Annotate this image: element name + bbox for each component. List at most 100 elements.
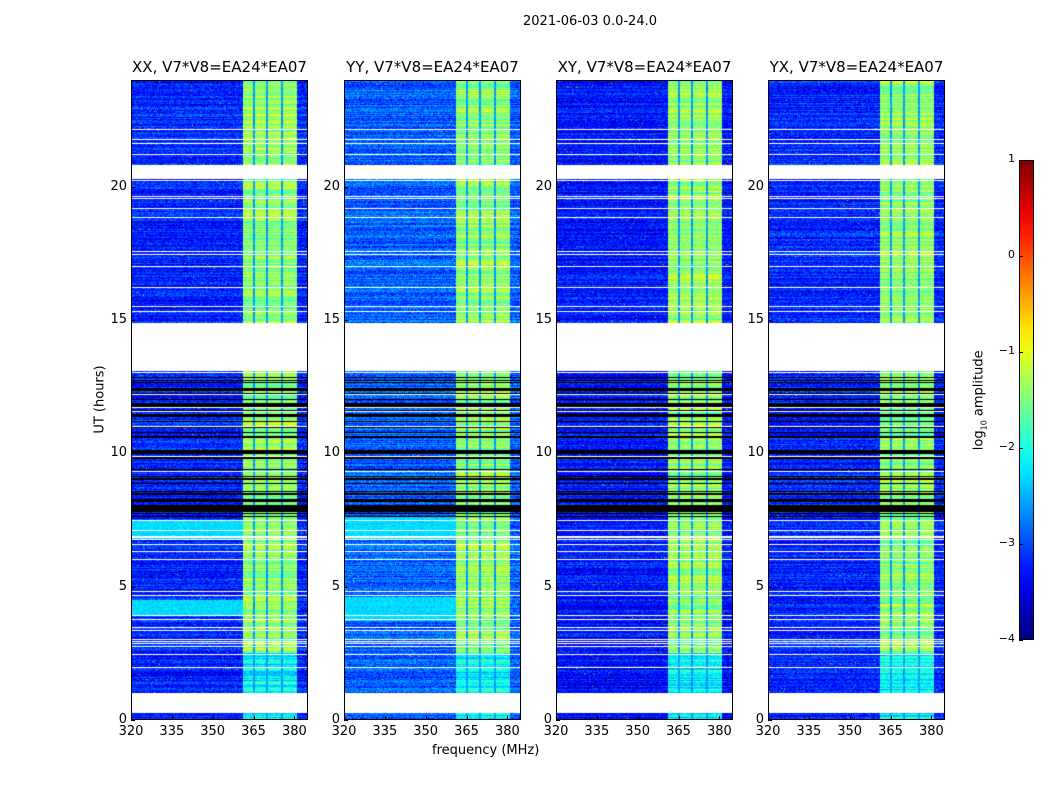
figure-title: 2021-06-03 0.0-24.0 [523, 14, 657, 29]
colorbar-tick [1019, 352, 1023, 353]
x-tick-label: 350 [837, 724, 863, 739]
y-tick-label: 0 [331, 712, 340, 727]
x-tick-label: 335 [159, 724, 185, 739]
y-axis-label: UT (hours) [92, 365, 108, 434]
colorbar-tick [1019, 160, 1023, 161]
x-tick [344, 716, 345, 720]
waterfall-panel-3: YX, V7*V8=EA24*EA07 [768, 58, 945, 720]
colorbar-tick [1019, 448, 1023, 449]
waterfall-panel-1: YY, V7*V8=EA24*EA07 [344, 58, 521, 720]
waterfall-panel-2: XY, V7*V8=EA24*EA07 [556, 58, 733, 720]
x-tick [719, 716, 721, 720]
y-tick [768, 586, 772, 588]
y-tick-label: 0 [755, 712, 764, 727]
x-tick [931, 716, 933, 720]
y-tick [344, 320, 348, 321]
y-tick-label: 10 [747, 445, 764, 461]
x-tick-label: 350 [200, 724, 226, 739]
x-tick [890, 716, 892, 720]
x-tick [556, 716, 557, 720]
colorbar-tick [1019, 544, 1023, 545]
panel-title: YX, V7*V8=EA24*EA07 [769, 58, 944, 76]
x-tick-label: 365 [666, 724, 691, 739]
y-tick-label: 15 [110, 312, 127, 327]
x-tick-label: 365 [241, 724, 266, 739]
y-tick-label: 5 [118, 578, 127, 594]
colorbar [1019, 160, 1034, 640]
x-tick [808, 716, 810, 720]
y-tick-label: 5 [331, 578, 340, 594]
waterfall-panel-0: XX, V7*V8=EA24*EA07 [131, 58, 308, 720]
x-tick [384, 716, 386, 720]
y-tick [556, 720, 560, 721]
x-tick-label: 320 [755, 724, 781, 739]
x-tick [678, 716, 680, 720]
heatmap-image [556, 80, 733, 720]
y-tick-label: 10 [323, 445, 340, 461]
colorbar-tick-label: −1 [998, 344, 1015, 357]
y-tick-label: 15 [323, 312, 340, 327]
x-tick-label: 320 [331, 724, 357, 739]
x-tick-label: 380 [918, 724, 944, 739]
x-tick-label: 350 [413, 724, 439, 739]
y-tick [131, 720, 135, 721]
x-tick-label: 365 [454, 724, 479, 739]
colorbar-tick-label: −4 [998, 632, 1015, 645]
y-tick-label: 0 [118, 712, 127, 727]
y-tick [768, 320, 772, 321]
x-tick-label: 320 [118, 724, 144, 739]
y-tick [344, 453, 348, 455]
x-tick [171, 716, 173, 720]
x-tick-label: 380 [494, 724, 520, 739]
heatmap-image [131, 80, 308, 720]
y-tick-label: 20 [110, 178, 127, 194]
x-tick [466, 716, 468, 720]
y-tick-label: 15 [535, 312, 552, 327]
x-tick-label: 335 [372, 724, 398, 739]
y-tick-label: 5 [755, 578, 764, 594]
x-axis-label: frequency (MHz) [432, 743, 540, 758]
x-tick [637, 716, 639, 720]
y-tick-label: 20 [323, 178, 340, 194]
x-tick [849, 716, 851, 720]
y-tick [556, 186, 560, 188]
y-tick-label: 20 [747, 178, 764, 194]
x-tick-label: 380 [706, 724, 732, 739]
heatmap-image [344, 80, 521, 720]
x-tick-label: 335 [584, 724, 610, 739]
y-tick [768, 186, 772, 188]
x-tick [768, 716, 769, 720]
y-tick [131, 586, 135, 588]
colorbar-tick [1019, 640, 1023, 641]
y-tick-label: 5 [543, 578, 552, 594]
y-tick [344, 586, 348, 588]
x-tick-label: 335 [796, 724, 822, 739]
y-tick [344, 720, 348, 721]
x-tick-label: 320 [543, 724, 569, 739]
y-tick [344, 186, 348, 188]
x-tick [253, 716, 255, 720]
colorbar-tick-label: 0 [1008, 248, 1015, 261]
y-tick [556, 320, 560, 321]
y-tick-label: 20 [535, 178, 552, 194]
y-tick [556, 453, 560, 455]
y-tick [131, 186, 135, 188]
colorbar-tick-label: 1 [1008, 152, 1015, 165]
y-tick [768, 453, 772, 455]
colorbar-tick [1019, 256, 1023, 257]
x-tick-label: 380 [281, 724, 307, 739]
panel-title: YY, V7*V8=EA24*EA07 [346, 58, 519, 76]
x-tick [425, 716, 427, 720]
heatmap-image [768, 80, 945, 720]
y-tick [768, 720, 772, 721]
y-tick [131, 320, 135, 321]
x-tick-label: 365 [878, 724, 903, 739]
y-tick [556, 586, 560, 588]
panel-title: XY, V7*V8=EA24*EA07 [557, 58, 732, 76]
x-tick [131, 716, 132, 720]
y-tick [131, 453, 135, 455]
y-tick-label: 10 [535, 445, 552, 461]
y-tick-label: 15 [747, 312, 764, 327]
y-tick-label: 10 [110, 445, 127, 461]
